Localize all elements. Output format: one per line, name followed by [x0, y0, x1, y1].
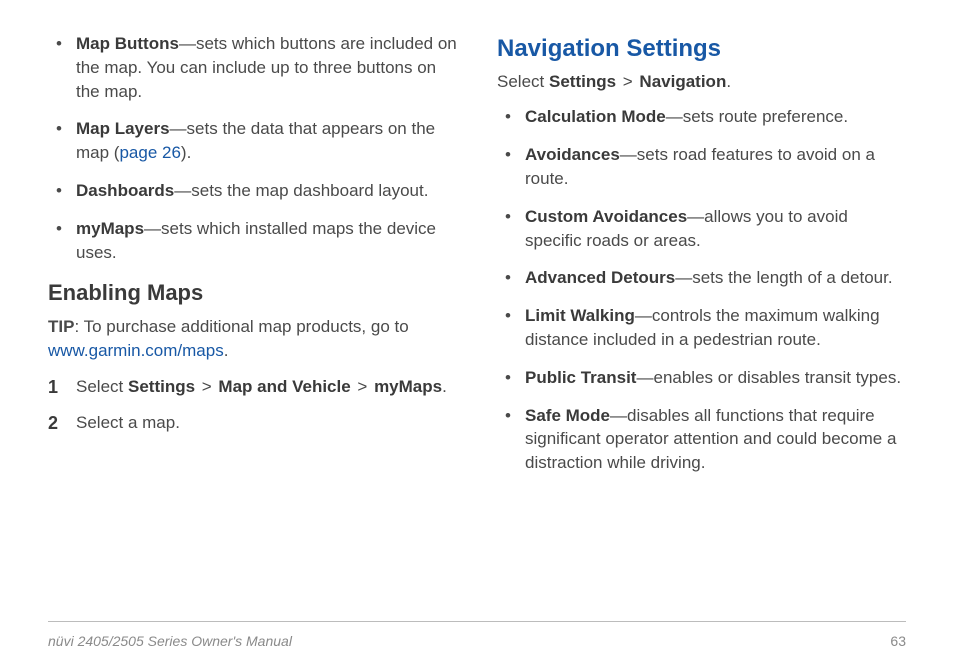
list-item: Calculation Mode—sets route preference. [525, 105, 906, 129]
list-item: Avoidances—sets road features to avoid o… [525, 143, 906, 191]
step-2: Select a map. [76, 411, 457, 435]
term: Public Transit [525, 368, 636, 387]
list-item: Map Layers—sets the data that appears on… [76, 117, 457, 165]
path-mymaps: myMaps [374, 377, 442, 396]
tip-label: TIP [48, 317, 74, 336]
path-sep: > [353, 377, 372, 396]
right-bullets: Calculation Mode—sets route preference. … [497, 105, 906, 475]
term: Limit Walking [525, 306, 635, 325]
list-item: myMaps—sets which installed maps the dev… [76, 217, 457, 265]
tip-link[interactable]: www.garmin.com/maps [48, 341, 224, 360]
list-item: Advanced Detours—sets the length of a de… [525, 266, 906, 290]
left-bullets: Map Buttons—sets which buttons are inclu… [48, 32, 457, 264]
nav-intro: Select Settings > Navigation. [497, 70, 906, 94]
list-item: Dashboards—sets the map dashboard layout… [76, 179, 457, 203]
term-desc-suffix: ). [181, 143, 191, 162]
page-footer: nüvi 2405/2505 Series Owner's Manual 63 [48, 621, 906, 652]
footer-page-number: 63 [890, 632, 906, 652]
path-settings: Settings [549, 72, 616, 91]
path-sep: > [618, 72, 637, 91]
list-item: Limit Walking—controls the maximum walki… [525, 304, 906, 352]
term: Map Layers [76, 119, 170, 138]
tip-text: : To purchase additional map products, g… [74, 317, 408, 336]
tip-paragraph: TIP: To purchase additional map products… [48, 315, 457, 363]
path-navigation: Navigation [639, 72, 726, 91]
list-item: Custom Avoidances—allows you to avoid sp… [525, 205, 906, 253]
term: Avoidances [525, 145, 620, 164]
page-link[interactable]: page 26 [119, 143, 180, 162]
intro-prefix: Select [497, 72, 549, 91]
term: Dashboards [76, 181, 174, 200]
path-settings: Settings [128, 377, 195, 396]
term: Advanced Detours [525, 268, 675, 287]
list-item: Public Transit—enables or disables trans… [525, 366, 906, 390]
term: Custom Avoidances [525, 207, 687, 226]
step-suffix: . [442, 377, 447, 396]
step-prefix: Select [76, 377, 128, 396]
footer-left: nüvi 2405/2505 Series Owner's Manual [48, 632, 292, 652]
left-column: Map Buttons—sets which buttons are inclu… [48, 32, 457, 621]
steps-list: Select Settings > Map and Vehicle > myMa… [48, 375, 457, 435]
term-desc: —sets the map dashboard layout. [174, 181, 428, 200]
navigation-settings-heading: Navigation Settings [497, 32, 906, 66]
list-item: Map Buttons—sets which buttons are inclu… [76, 32, 457, 103]
intro-suffix: . [726, 72, 731, 91]
path-sep: > [197, 377, 216, 396]
step-1: Select Settings > Map and Vehicle > myMa… [76, 375, 457, 399]
term: Map Buttons [76, 34, 179, 53]
enabling-maps-heading: Enabling Maps [48, 278, 457, 309]
term: Safe Mode [525, 406, 610, 425]
term-desc: —sets the length of a detour. [675, 268, 892, 287]
right-column: Navigation Settings Select Settings > Na… [497, 32, 906, 621]
term-desc: —enables or disables transit types. [636, 368, 901, 387]
term-desc: —sets route preference. [666, 107, 848, 126]
term: Calculation Mode [525, 107, 666, 126]
path-map-and-vehicle: Map and Vehicle [218, 377, 350, 396]
term: myMaps [76, 219, 144, 238]
tip-after: . [224, 341, 229, 360]
list-item: Safe Mode—disables all functions that re… [525, 404, 906, 475]
